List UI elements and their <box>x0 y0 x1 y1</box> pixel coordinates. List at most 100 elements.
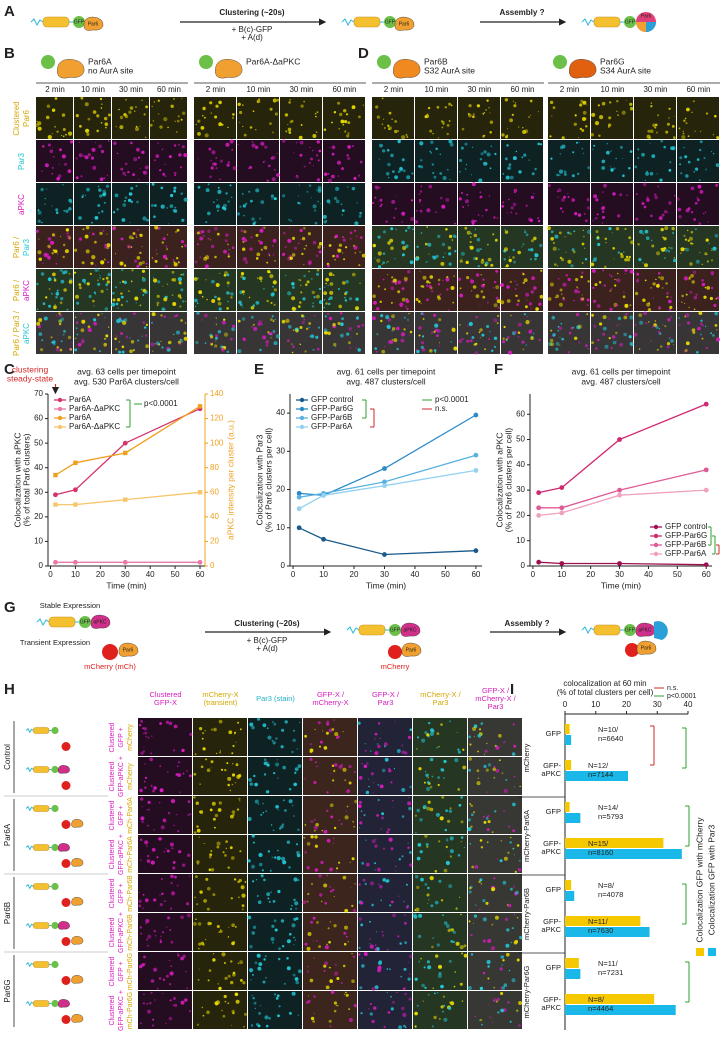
speckle <box>160 314 163 317</box>
bar <box>565 969 581 979</box>
speckle <box>469 245 474 250</box>
speckle <box>188 875 191 877</box>
micrograph <box>303 952 357 990</box>
row-label: GFP-aPKC + <box>118 912 125 953</box>
speckle <box>276 759 278 761</box>
speckle <box>174 120 176 123</box>
speckle <box>151 312 156 317</box>
speckle <box>358 800 362 804</box>
speckle <box>511 113 514 116</box>
speckle <box>666 345 670 349</box>
speckle <box>486 152 491 157</box>
speckle <box>230 196 233 199</box>
speckle <box>297 1014 299 1016</box>
speckle <box>505 264 509 268</box>
speckle <box>204 116 206 119</box>
speckle <box>258 852 263 858</box>
speckle <box>205 877 209 881</box>
speckle <box>418 300 421 303</box>
speckle <box>418 165 421 168</box>
speckle <box>120 292 123 295</box>
speckle <box>197 132 201 136</box>
speckle <box>255 233 259 237</box>
speckle <box>146 218 149 222</box>
speckle <box>643 311 647 316</box>
speckle <box>478 178 483 183</box>
speckle <box>461 952 464 955</box>
speckle <box>87 325 91 329</box>
speckle <box>354 799 358 804</box>
speckle <box>167 811 171 815</box>
speckle <box>601 222 604 224</box>
speckle <box>207 921 211 926</box>
speckle <box>36 282 39 286</box>
speckle <box>426 298 429 302</box>
speckle <box>474 228 477 231</box>
speckle <box>629 106 634 111</box>
data-point <box>73 487 78 493</box>
speckle <box>329 146 331 148</box>
legend-marker <box>653 542 659 548</box>
speckle <box>359 236 363 239</box>
micrograph <box>194 312 236 354</box>
speckle <box>427 994 430 996</box>
micrograph-tint <box>193 991 247 1029</box>
speckle <box>688 276 691 279</box>
protein-label: aPKC <box>638 627 651 633</box>
speckle <box>288 866 291 869</box>
speckle <box>395 228 397 231</box>
speckle <box>422 275 427 280</box>
speckle <box>168 155 172 159</box>
speckle <box>100 121 103 124</box>
speckle <box>329 890 333 893</box>
speckle <box>383 345 386 348</box>
speckle <box>636 272 640 276</box>
speckle <box>649 142 651 144</box>
speckle <box>207 237 210 240</box>
speckle <box>105 334 109 338</box>
speckle <box>636 278 639 281</box>
speckle <box>374 732 378 736</box>
gfp <box>624 624 636 636</box>
speckle <box>304 824 307 826</box>
speckle <box>637 148 640 151</box>
speckle <box>316 154 319 157</box>
speckle <box>510 211 513 214</box>
x-tick-label: 0 <box>291 570 296 579</box>
speckle <box>602 269 604 272</box>
micrograph-tint <box>248 952 302 990</box>
data-point <box>73 559 78 565</box>
data-point <box>536 513 542 518</box>
count-label: N=10/ <box>598 725 619 734</box>
speckle <box>502 337 505 340</box>
speckle <box>408 973 411 975</box>
speckle <box>196 1023 200 1026</box>
gfp <box>553 55 567 69</box>
y-tick-label: 20 <box>276 485 285 494</box>
speckle <box>294 939 297 941</box>
speckle <box>314 761 317 764</box>
speckle <box>421 312 425 316</box>
category-label: aPKC <box>541 847 561 856</box>
x-tick-label: 0 <box>531 570 536 579</box>
micrograph-tint <box>74 269 111 311</box>
speckle <box>101 103 103 105</box>
speckle <box>331 174 335 179</box>
row-label: Clustered <box>12 101 21 135</box>
speckle <box>293 877 298 882</box>
speckle <box>316 921 319 924</box>
speckle <box>401 287 405 290</box>
speckle <box>601 159 606 164</box>
speckle <box>379 143 383 148</box>
speckle <box>328 1019 332 1023</box>
speckle <box>416 245 419 248</box>
speckle <box>443 868 448 873</box>
speckle <box>269 333 272 336</box>
speckle <box>561 136 565 140</box>
speckle <box>362 878 366 882</box>
y2-tick-label: 20 <box>210 537 219 546</box>
speckle <box>400 975 403 978</box>
speckle <box>474 865 479 869</box>
speckle <box>319 893 323 897</box>
speckle <box>416 808 420 813</box>
